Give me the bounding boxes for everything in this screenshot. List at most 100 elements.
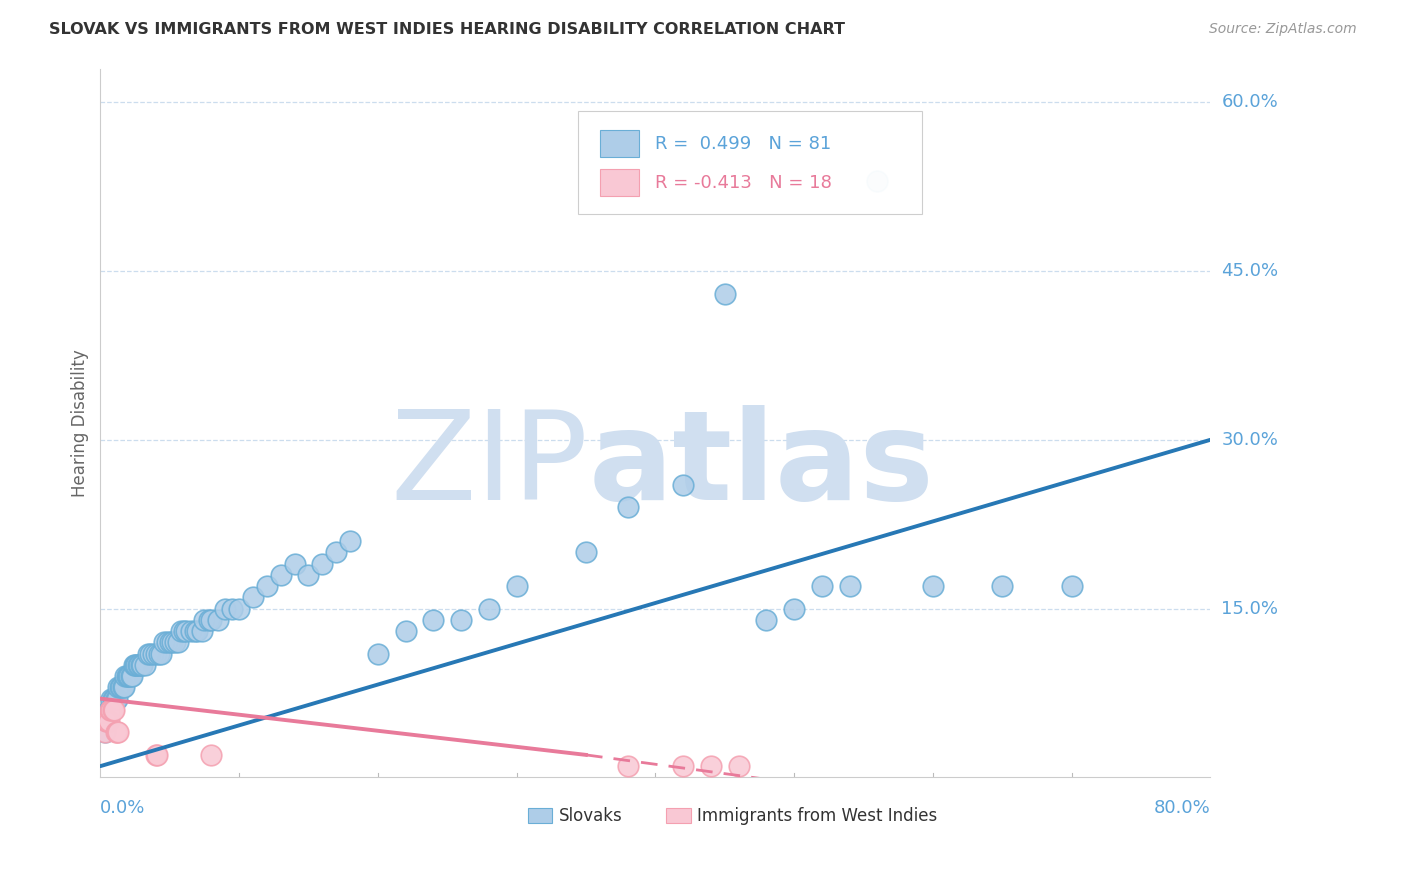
Point [96, 714, 118, 728]
Point [755, 613, 778, 627]
Point [422, 613, 444, 627]
Point [93, 725, 115, 739]
Point [96, 714, 118, 728]
Text: R =  0.499   N = 81: R = 0.499 N = 81 [655, 135, 831, 153]
Point [167, 635, 190, 649]
Text: 45.0%: 45.0% [1222, 262, 1278, 280]
Point [228, 601, 250, 615]
Point [111, 681, 134, 695]
Point [207, 613, 229, 627]
Point [118, 669, 141, 683]
Point [107, 681, 129, 695]
Point [136, 647, 159, 661]
Point [120, 669, 142, 683]
Point [110, 681, 132, 695]
Point [122, 657, 145, 672]
Point [94, 714, 117, 728]
Point [183, 624, 205, 639]
Point [170, 624, 193, 639]
Point [200, 747, 222, 762]
Point [270, 567, 292, 582]
Point [284, 557, 307, 571]
Point [339, 534, 361, 549]
Point [394, 624, 416, 639]
Point [173, 624, 195, 639]
Point [145, 647, 167, 661]
Point [104, 691, 127, 706]
Point [117, 669, 139, 683]
Point [108, 681, 131, 695]
Point [97, 703, 120, 717]
Point [311, 557, 333, 571]
Point [186, 624, 208, 639]
Text: ZIP: ZIP [391, 405, 589, 526]
Point [153, 635, 176, 649]
Point [505, 579, 527, 593]
Point [146, 747, 169, 762]
Point [256, 579, 278, 593]
Point [145, 747, 167, 762]
Text: Immigrants from West Indies: Immigrants from West Indies [697, 806, 938, 825]
Text: 15.0%: 15.0% [1222, 599, 1278, 617]
Point [242, 591, 264, 605]
Point [100, 691, 122, 706]
Text: 60.0%: 60.0% [1222, 94, 1278, 112]
Point [142, 647, 165, 661]
Point [156, 635, 179, 649]
Text: 30.0%: 30.0% [1222, 431, 1278, 449]
Point [727, 759, 749, 773]
Point [114, 669, 136, 683]
Point [866, 174, 889, 188]
Point [107, 725, 129, 739]
Point [98, 703, 121, 717]
Point [811, 579, 834, 593]
Point [165, 635, 187, 649]
Point [100, 703, 122, 717]
Point [176, 624, 198, 639]
FancyBboxPatch shape [600, 130, 638, 157]
Point [139, 647, 162, 661]
Point [127, 657, 149, 672]
Point [115, 669, 138, 683]
Point [200, 613, 222, 627]
Point [125, 657, 148, 672]
Text: SLOVAK VS IMMIGRANTS FROM WEST INDIES HEARING DISABILITY CORRELATION CHART: SLOVAK VS IMMIGRANTS FROM WEST INDIES HE… [49, 22, 845, 37]
Point [129, 657, 152, 672]
Point [124, 657, 146, 672]
Point [672, 478, 695, 492]
Point [197, 613, 219, 627]
Point [162, 635, 184, 649]
Point [221, 601, 243, 615]
Point [112, 681, 135, 695]
Point [1060, 579, 1083, 593]
Point [94, 714, 117, 728]
Point [93, 725, 115, 739]
Point [98, 703, 121, 717]
FancyBboxPatch shape [666, 808, 690, 823]
Point [783, 601, 806, 615]
FancyBboxPatch shape [578, 111, 922, 214]
Point [121, 669, 143, 683]
Point [103, 691, 125, 706]
Text: 0.0%: 0.0% [100, 798, 146, 817]
Point [105, 691, 128, 706]
Point [478, 601, 501, 615]
Point [193, 613, 215, 627]
Point [131, 657, 153, 672]
Text: 80.0%: 80.0% [1153, 798, 1211, 817]
Point [104, 725, 127, 739]
Point [97, 714, 120, 728]
Point [214, 601, 236, 615]
Point [150, 647, 173, 661]
Point [700, 759, 723, 773]
Point [713, 286, 735, 301]
Y-axis label: Hearing Disability: Hearing Disability [72, 349, 89, 497]
Point [325, 545, 347, 559]
Point [134, 657, 156, 672]
Point [616, 759, 638, 773]
Point [103, 703, 125, 717]
Point [128, 657, 150, 672]
Point [159, 635, 181, 649]
Text: R = -0.413   N = 18: R = -0.413 N = 18 [655, 174, 832, 192]
Text: Source: ZipAtlas.com: Source: ZipAtlas.com [1209, 22, 1357, 37]
